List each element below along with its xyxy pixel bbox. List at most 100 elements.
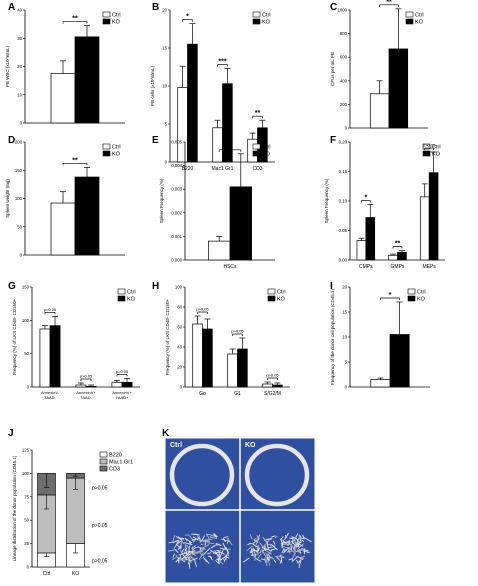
x-tick-label: HSCs [223,264,237,270]
trabecula [260,558,267,561]
bar-ko [202,328,213,388]
legend-label: KO [112,152,121,158]
trabecula [198,552,204,560]
y-axis-label: Spleen Frequency (%) [159,178,164,223]
trabecula [192,536,199,541]
trabecula [189,546,197,554]
legend-label: Ctrl [415,13,424,19]
trabecula [273,559,277,563]
y-tick-label: 40 [17,8,22,13]
x-tick-label: CMPs [359,264,373,270]
legend-label: KO [432,152,441,158]
significance-label: p>0.05 [92,558,108,564]
trabecula [221,538,230,543]
micro-label-ctrl: Ctrl [170,442,182,449]
trabecula [283,549,288,554]
trabecula [175,539,180,546]
legend-swatch [267,295,276,302]
trabecula [172,539,179,544]
trabecula [190,557,198,562]
trabecula [179,550,184,553]
y-tick-label: 0 [27,565,30,570]
y-tick-label: 20 [342,285,347,290]
trabecula [298,534,302,538]
trabecula [204,538,213,541]
trabecula [187,553,191,559]
panel-letter: J [8,428,14,439]
y-tick-label: 60 [177,325,182,330]
legend-swatch [117,295,126,302]
significance-label: *** [218,59,226,66]
x-tick-label: KO [72,571,79,577]
trabecula [249,533,253,540]
significance-label: ** [386,0,392,6]
panel-letter: B [152,2,159,13]
legend-swatch [99,451,108,458]
y-tick-label: 50 [17,224,22,229]
trabecular-bone-ko [243,532,312,569]
trabecula [256,545,259,554]
trabecula [187,556,192,563]
x-tick-label: G1 [234,391,241,397]
bar-ctrl [50,73,76,124]
trabecula [193,559,198,567]
panel-f: F 0.00 0.05 0.10 0.15 0.20 Spleen Frequency (%… [324,135,445,270]
x-tick-label: MEPs [422,264,436,270]
y-tick-label: 10 [17,92,22,97]
bar-ko [229,186,252,261]
panel-h: H 0 20 40 60 80 100 Frequency (%) of LKS CD48- … [152,281,290,397]
y-tick-label: 10 [342,335,347,340]
trabecula [206,542,215,545]
bar-ko [397,251,407,261]
trabecula [218,560,224,565]
y-tick-label: 0.05 [339,228,348,233]
bar-ctrl [262,383,273,388]
trabecula [172,534,176,542]
legend-swatch [407,288,416,295]
x-tick-label: CD3 [252,166,262,172]
trabecula [288,558,293,561]
trabecula [223,558,226,563]
trabecula [186,545,189,549]
y-tick-label: 0 [20,121,23,126]
trabecula [279,536,284,541]
significance-label: ** [395,241,401,248]
trabecula [180,558,186,563]
trabecular-bone-ctrl [168,533,233,569]
y-tick-label: 100 [22,471,30,476]
bar-ctrl [177,87,188,163]
y-tick-label: 100 [175,285,183,290]
x-tick-label: AnnexinV+ 7AAD+ [112,390,132,400]
trabecula [218,554,221,562]
legend-label: KO [127,297,136,303]
bar-ko [237,348,248,388]
trabecula [266,550,272,555]
significance-label: p>0.05 [80,374,93,379]
y-tick-label: 15 [162,46,167,51]
bar-ctrl [75,384,87,388]
panel-e: E 0.000 0.001 0.002 0.003 0.004 0.005 Spleen Fr… [152,135,275,270]
legend-swatch [267,288,276,295]
significance-label: p>0.05 [423,143,436,148]
panel-letter: D [8,135,15,146]
bar-ctrl [50,202,76,256]
trabecula [175,554,178,558]
y-tick-label: 0.000 [171,258,182,263]
trabecula [252,548,258,553]
legend-label: CD3 [109,467,120,473]
trabecula [261,551,265,554]
trabecula [187,550,194,553]
trabecula [227,537,233,546]
trabecula [199,552,204,557]
y-tick-label: 125 [22,448,30,453]
legend-label: KO [112,20,121,26]
trabecula [177,556,180,564]
trabecula [266,537,273,540]
panel-letter: E [152,135,159,146]
significance-label: ** [72,16,78,23]
y-tick-label: 0 [180,385,183,390]
trabecula [225,546,230,554]
y-tick-label: 1000 [337,8,347,13]
